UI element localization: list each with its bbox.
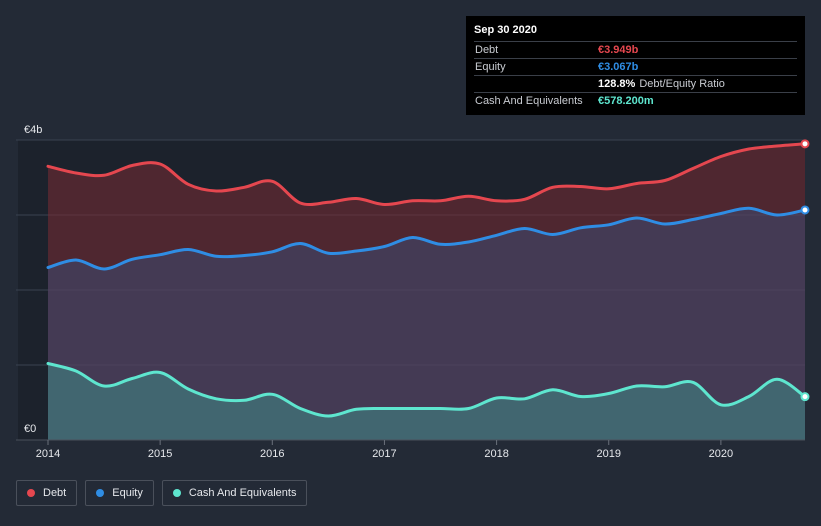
tooltip-row-ratio: 128.8% Debt/Equity Ratio xyxy=(474,76,797,93)
legend-item-equity[interactable]: Equity xyxy=(85,480,154,506)
x-tick-label: 2020 xyxy=(709,448,733,460)
tooltip-debt-value: €3.949b xyxy=(598,43,639,56)
tooltip-equity-value: €3.067b xyxy=(598,60,639,73)
legend-cash-dot-icon xyxy=(172,489,181,497)
debt-end-marker xyxy=(800,139,810,149)
legend-item-cash[interactable]: Cash And Equivalents xyxy=(161,480,308,506)
series-lines xyxy=(46,142,807,418)
tooltip-ratio-value: 128.8% xyxy=(598,77,636,90)
equity-line xyxy=(46,206,807,271)
x-tick-label: 2018 xyxy=(484,448,508,460)
tooltip-row-debt: Debt €3.949b xyxy=(474,42,797,59)
series-areas xyxy=(48,143,805,441)
tooltip-cash-label: Cash And Equivalents xyxy=(475,94,583,107)
legend-item-debt[interactable]: Debt xyxy=(16,480,78,506)
legend-equity-label: Equity xyxy=(112,487,143,499)
legend-cash-label: Cash And Equivalents xyxy=(188,487,297,499)
tooltip-row-equity: Equity €3.067b xyxy=(474,59,797,76)
x-tick-label: 2019 xyxy=(596,448,620,460)
tooltip-debt-label: Debt xyxy=(475,43,499,56)
end-markers xyxy=(800,139,810,402)
x-tick-label: 2014 xyxy=(36,448,60,460)
tooltip-row-cash: Cash And Equivalents €578.200m xyxy=(474,93,797,109)
x-tick-label: 2016 xyxy=(260,448,284,460)
tooltip-cash-value: €578.200m xyxy=(598,94,654,107)
debt-line xyxy=(46,142,807,207)
cash-and-equivalents-line xyxy=(46,362,807,418)
cash-and-equivalents-area xyxy=(48,363,805,440)
equity-end-marker xyxy=(800,205,810,215)
x-axis-ticks: 2014 2015 2016 2017 2018 2019 2020 xyxy=(16,439,805,460)
legend: Debt Equity Cash And Equivalents xyxy=(16,480,315,506)
cash-and-equivalents-end-marker xyxy=(800,392,810,402)
tooltip-equity-label: Equity xyxy=(475,60,506,73)
tooltip-date: Sep 30 2020 xyxy=(474,24,797,42)
y-tick-label-bottom: €0 xyxy=(24,423,36,435)
legend-equity-dot-icon xyxy=(96,489,105,497)
y-tick-label-top: €4b xyxy=(24,124,42,136)
legend-debt-dot-icon xyxy=(27,489,35,497)
tooltip: Sep 30 2020 Debt €3.949b Equity €3.067b … xyxy=(466,16,805,115)
x-tick-label: 2015 xyxy=(148,448,172,460)
equity-area xyxy=(48,208,805,440)
x-tick-label: 2017 xyxy=(372,448,396,460)
tooltip-ratio-label: Debt/Equity Ratio xyxy=(639,77,725,90)
legend-debt-label: Debt xyxy=(43,487,67,499)
